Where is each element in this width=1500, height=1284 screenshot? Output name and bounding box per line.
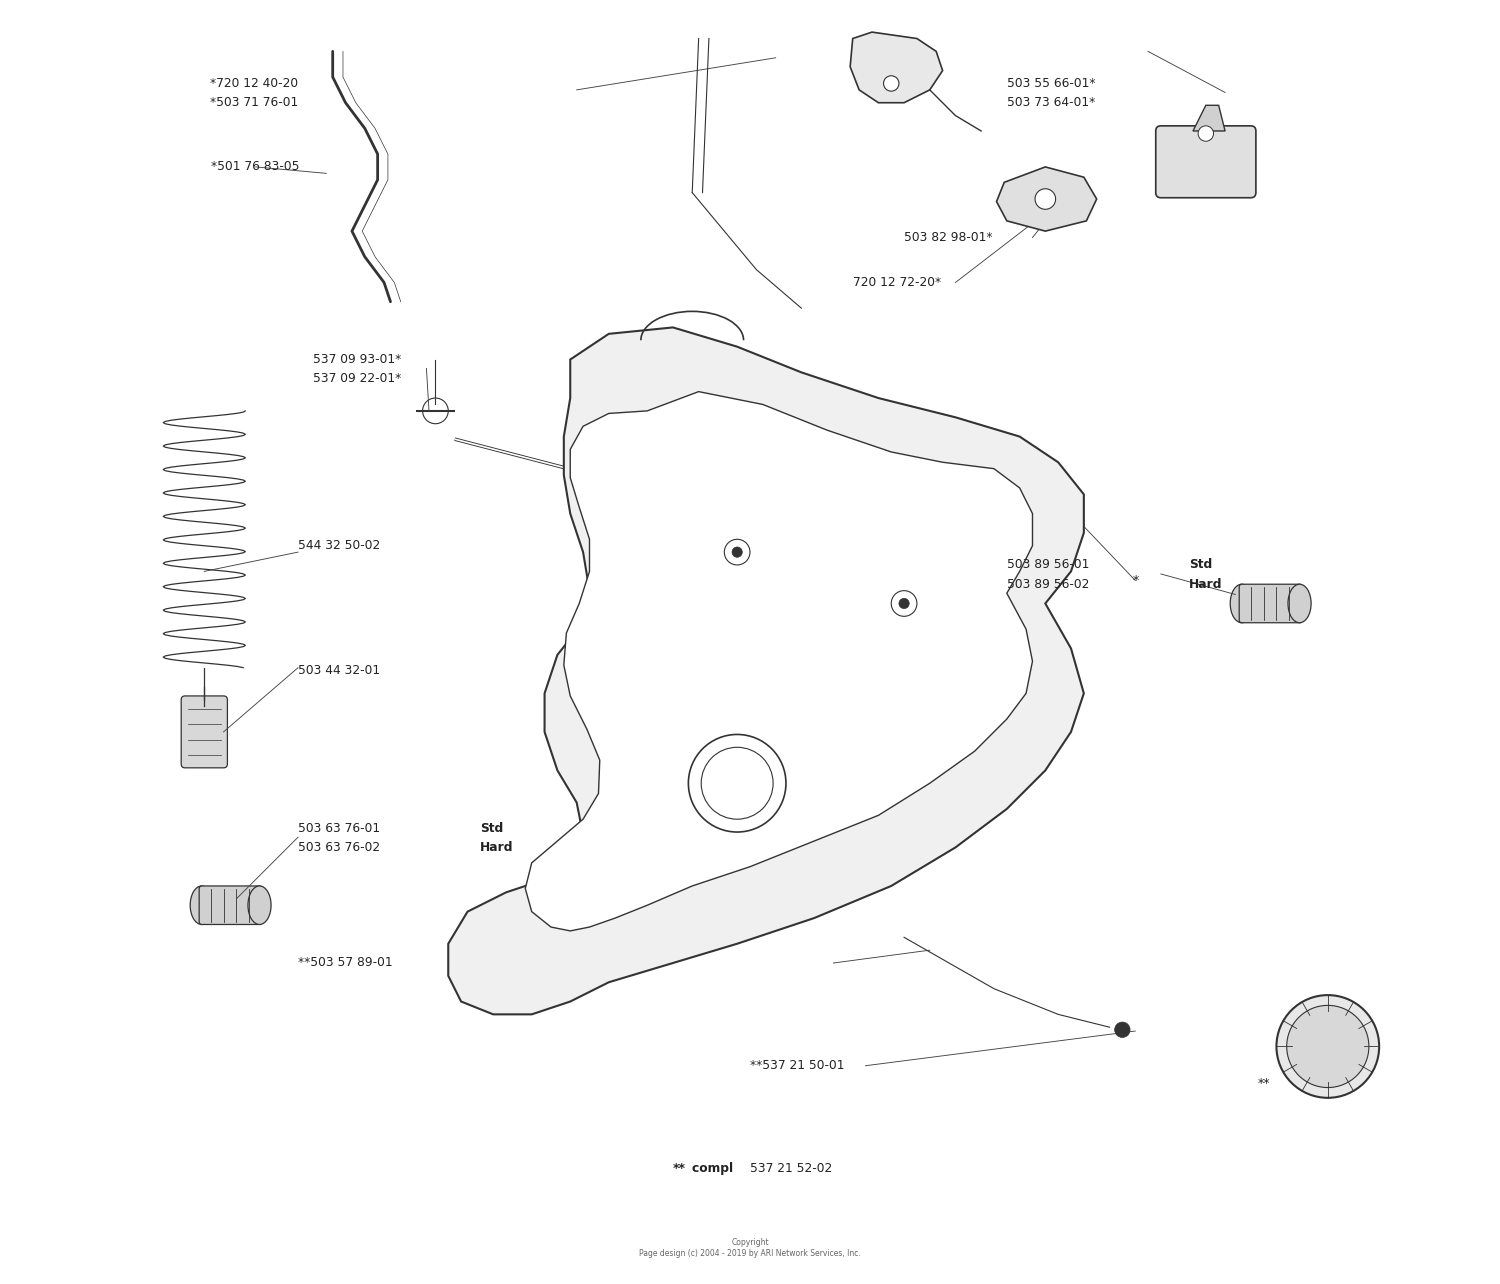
Circle shape <box>884 76 898 91</box>
Ellipse shape <box>248 886 272 924</box>
FancyBboxPatch shape <box>1155 126 1256 198</box>
PathPatch shape <box>996 167 1096 231</box>
Text: 503 44 32-01: 503 44 32-01 <box>298 664 380 677</box>
Text: **537 21 50-01: **537 21 50-01 <box>750 1059 844 1072</box>
PathPatch shape <box>525 392 1032 931</box>
Text: 537 09 22-01*: 537 09 22-01* <box>314 372 402 385</box>
Ellipse shape <box>190 886 213 924</box>
Circle shape <box>891 591 916 616</box>
Circle shape <box>1035 189 1056 209</box>
Text: compl: compl <box>692 1162 738 1175</box>
Text: 503 89 56-02: 503 89 56-02 <box>1007 578 1094 591</box>
Ellipse shape <box>1288 584 1311 623</box>
Text: ARI PartStream: ARI PartStream <box>658 602 892 630</box>
Text: 720 12 72-20*: 720 12 72-20* <box>852 276 940 289</box>
Text: **: ** <box>674 1162 686 1175</box>
Text: *503 71 76-01: *503 71 76-01 <box>210 96 298 109</box>
Text: 537 09 93-01*: 537 09 93-01* <box>314 353 402 366</box>
Text: 544 32 50-02: 544 32 50-02 <box>298 539 381 552</box>
Text: Hard: Hard <box>1190 578 1222 591</box>
Text: 503 73 64-01*: 503 73 64-01* <box>1007 96 1095 109</box>
Text: Copyright
Page design (c) 2004 - 2019 by ARI Network Services, Inc.: Copyright Page design (c) 2004 - 2019 by… <box>639 1238 861 1258</box>
Text: 503 82 98-01*: 503 82 98-01* <box>904 231 993 244</box>
Text: Std: Std <box>1190 559 1212 571</box>
Ellipse shape <box>1230 584 1254 623</box>
PathPatch shape <box>448 327 1084 1014</box>
Text: Std: Std <box>480 822 504 835</box>
Circle shape <box>1276 995 1378 1098</box>
PathPatch shape <box>850 32 942 103</box>
FancyBboxPatch shape <box>182 696 228 768</box>
Text: **503 57 89-01: **503 57 89-01 <box>298 957 393 969</box>
PathPatch shape <box>1192 105 1225 131</box>
Text: *501 76 83-05: *501 76 83-05 <box>210 160 298 173</box>
Circle shape <box>898 598 909 609</box>
Text: 503 63 76-01: 503 63 76-01 <box>298 822 384 835</box>
Text: 537 21 52-02: 537 21 52-02 <box>750 1162 833 1175</box>
Text: 503 89 56-01: 503 89 56-01 <box>1007 559 1094 571</box>
Circle shape <box>724 539 750 565</box>
FancyBboxPatch shape <box>200 886 262 924</box>
Text: Hard: Hard <box>480 841 514 854</box>
Circle shape <box>1287 1005 1370 1088</box>
Circle shape <box>1198 126 1214 141</box>
FancyBboxPatch shape <box>1239 584 1302 623</box>
Circle shape <box>1114 1022 1130 1037</box>
Text: **: ** <box>1257 1077 1269 1090</box>
Text: 503 63 76-02: 503 63 76-02 <box>298 841 384 854</box>
Circle shape <box>732 547 742 557</box>
Text: *: * <box>1132 574 1138 587</box>
Text: 503 55 66-01*: 503 55 66-01* <box>1007 77 1095 90</box>
Text: *720 12 40-20: *720 12 40-20 <box>210 77 298 90</box>
